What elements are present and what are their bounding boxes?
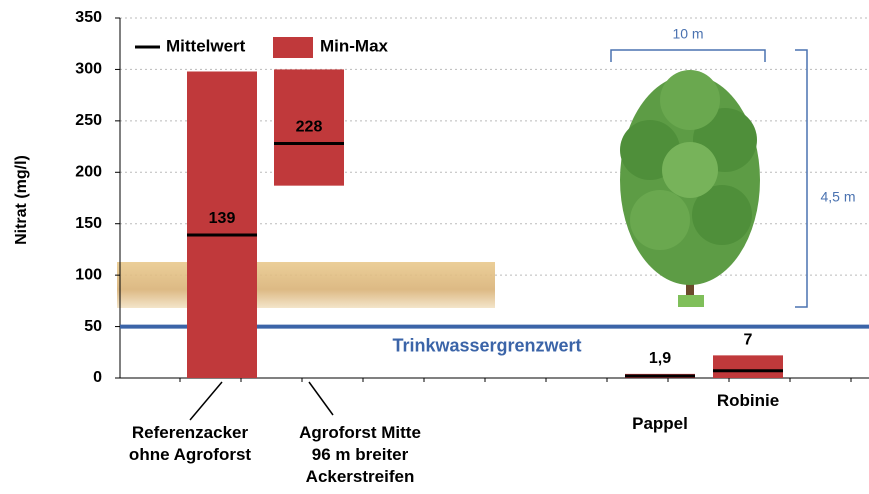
wheat-illustration: [117, 262, 495, 308]
dimension-brackets: [610, 49, 808, 308]
tree-illustration: [620, 70, 760, 307]
y-tick-label: 50: [84, 318, 102, 335]
legend-swatch: [273, 37, 313, 58]
height-annotation: 4,5 m: [820, 189, 855, 205]
y-tick-label: 350: [75, 9, 102, 26]
leader-line: [189, 381, 223, 421]
y-tick-label: 100: [75, 266, 102, 283]
y-tick-label: 250: [75, 112, 102, 129]
y-tick-label: 0: [93, 369, 102, 386]
value-label: 228: [296, 119, 323, 136]
threshold-label: Trinkwassergrenzwert: [392, 335, 581, 355]
legend: Mittelwert Min-Max: [135, 36, 389, 58]
legend-label: Min-Max: [320, 36, 389, 55]
min-max-bar: [187, 71, 257, 378]
y-tick-label: 300: [75, 61, 102, 78]
legend-label: Mittelwert: [166, 36, 246, 55]
value-label: 7: [744, 332, 753, 349]
y-tick-label: 150: [75, 215, 102, 232]
min-max-bar: [713, 355, 783, 378]
min-max-bar: [274, 69, 344, 186]
leader-line: [308, 381, 334, 416]
x-tick-label: Robinie: [716, 391, 780, 410]
y-tick-label: 200: [75, 164, 102, 181]
value-label: 139: [209, 210, 236, 227]
x-tick-label: Pappel: [632, 414, 688, 433]
y-axis-label: Nitrat (mg/l): [13, 155, 30, 245]
x-tick-label: Agroforst Mitte 96 m breiter Ackerstreif…: [299, 423, 421, 486]
value-label: 1,9: [649, 350, 671, 367]
x-tick-label: Referenzacker ohne Agroforst: [128, 423, 252, 464]
width-annotation: 10 m: [672, 26, 703, 42]
